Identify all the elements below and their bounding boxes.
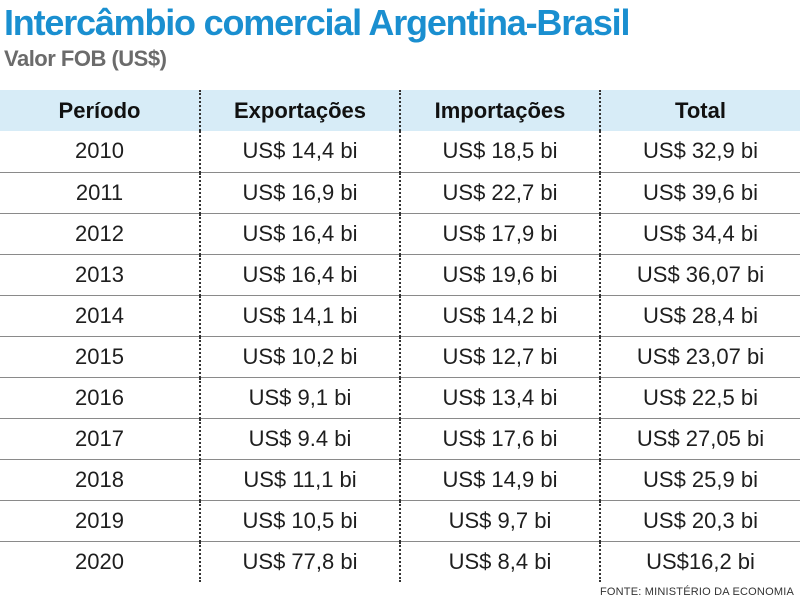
cell-periodo: 2017 xyxy=(0,418,200,460)
table-row: 2015 US$ 10,2 bi US$ 12,7 bi US$ 23,07 bi xyxy=(0,336,800,378)
table-row: 2018 US$ 11,1 bi US$ 14,9 bi US$ 25,9 bi xyxy=(0,459,800,501)
cell-total: US$ 32,9 bi xyxy=(599,131,800,173)
header-importacoes: Importações xyxy=(399,90,600,131)
cell-periodo: 2013 xyxy=(0,254,200,296)
table-body: 2010 US$ 14,4 bi US$ 18,5 bi US$ 32,9 bi 201… xyxy=(0,131,800,582)
cell-total: US$ 20,3 bi xyxy=(599,500,800,542)
cell-periodo: 2019 xyxy=(0,500,200,542)
table-row: 2012 US$ 16,4 bi US$ 17,9 bi US$ 34,4 bi xyxy=(0,213,800,255)
cell-total: US$ 25,9 bi xyxy=(599,459,800,501)
cell-importacoes: US$ 17,6 bi xyxy=(399,418,600,460)
table-row: 2011 US$ 16,9 bi US$ 22,7 bi US$ 39,6 bi xyxy=(0,172,800,214)
cell-periodo: 2015 xyxy=(0,336,200,378)
cell-importacoes: US$ 22,7 bi xyxy=(399,172,600,214)
header-total: Total xyxy=(599,90,800,131)
table-row: 2010 US$ 14,4 bi US$ 18,5 bi US$ 32,9 bi xyxy=(0,131,800,173)
cell-importacoes: US$ 14,2 bi xyxy=(399,295,600,337)
chart-subtitle: Valor FOB (US$) xyxy=(4,46,167,71)
cell-periodo: 2018 xyxy=(0,459,200,501)
cell-total: US$16,2 bi xyxy=(599,541,800,582)
source-note: FONTE: MINISTÉRIO DA ECONOMIA xyxy=(599,586,794,598)
header-exportacoes: Exportações xyxy=(199,90,400,131)
cell-periodo: 2012 xyxy=(0,213,200,255)
cell-exportacoes: US$ 77,8 bi xyxy=(199,541,400,582)
cell-exportacoes: US$ 16,4 bi xyxy=(199,254,400,296)
cell-total: US$ 39,6 bi xyxy=(599,172,800,214)
cell-total: US$ 23,07 bi xyxy=(599,336,800,378)
cell-total: US$ 34,4 bi xyxy=(599,213,800,255)
cell-exportacoes: US$ 9.4 bi xyxy=(199,418,400,460)
cell-exportacoes: US$ 16,4 bi xyxy=(199,213,400,255)
chart-title: Intercâmbio comercial Argentina-Brasil xyxy=(4,2,630,43)
cell-importacoes: US$ 14,9 bi xyxy=(399,459,600,501)
cell-exportacoes: US$ 14,1 bi xyxy=(199,295,400,337)
cell-exportacoes: US$ 9,1 bi xyxy=(199,377,400,419)
cell-importacoes: US$ 12,7 bi xyxy=(399,336,600,378)
cell-exportacoes: US$ 11,1 bi xyxy=(199,459,400,501)
table-row: 2014 US$ 14,1 bi US$ 14,2 bi US$ 28,4 bi xyxy=(0,295,800,337)
table-header-row: Período Exportações Importações Total xyxy=(0,90,800,131)
cell-periodo: 2010 xyxy=(0,131,200,173)
cell-total: US$ 22,5 bi xyxy=(599,377,800,419)
table-row: 2020 US$ 77,8 bi US$ 8,4 bi US$16,2 bi xyxy=(0,541,800,582)
cell-importacoes: US$ 9,7 bi xyxy=(399,500,600,542)
table-row: 2019 US$ 10,5 bi US$ 9,7 bi US$ 20,3 bi xyxy=(0,500,800,542)
cell-importacoes: US$ 13,4 bi xyxy=(399,377,600,419)
cell-importacoes: US$ 8,4 bi xyxy=(399,541,600,582)
cell-total: US$ 28,4 bi xyxy=(599,295,800,337)
data-table-container: Período Exportações Importações Total 20… xyxy=(0,90,800,582)
trade-table: Período Exportações Importações Total 20… xyxy=(0,90,800,582)
cell-exportacoes: US$ 10,5 bi xyxy=(199,500,400,542)
table-row: 2017 US$ 9.4 bi US$ 17,6 bi US$ 27,05 bi xyxy=(0,418,800,460)
cell-importacoes: US$ 17,9 bi xyxy=(399,213,600,255)
cell-exportacoes: US$ 14,4 bi xyxy=(199,131,400,173)
cell-periodo: 2011 xyxy=(0,172,200,214)
table-row: 2016 US$ 9,1 bi US$ 13,4 bi US$ 22,5 bi xyxy=(0,377,800,419)
cell-total: US$ 27,05 bi xyxy=(599,418,800,460)
header-periodo: Período xyxy=(0,90,200,131)
cell-periodo: 2016 xyxy=(0,377,200,419)
cell-exportacoes: US$ 16,9 bi xyxy=(199,172,400,214)
cell-periodo: 2020 xyxy=(75,548,124,574)
cell-total: US$ 36,07 bi xyxy=(599,254,800,296)
cell-periodo: 2014 xyxy=(0,295,200,337)
table-row: 2013 US$ 16,4 bi US$ 19,6 bi US$ 36,07 bi xyxy=(0,254,800,296)
cell-importacoes: US$ 19,6 bi xyxy=(399,254,600,296)
cell-exportacoes: US$ 10,2 bi xyxy=(199,336,400,378)
cell-importacoes: US$ 18,5 bi xyxy=(399,131,600,173)
